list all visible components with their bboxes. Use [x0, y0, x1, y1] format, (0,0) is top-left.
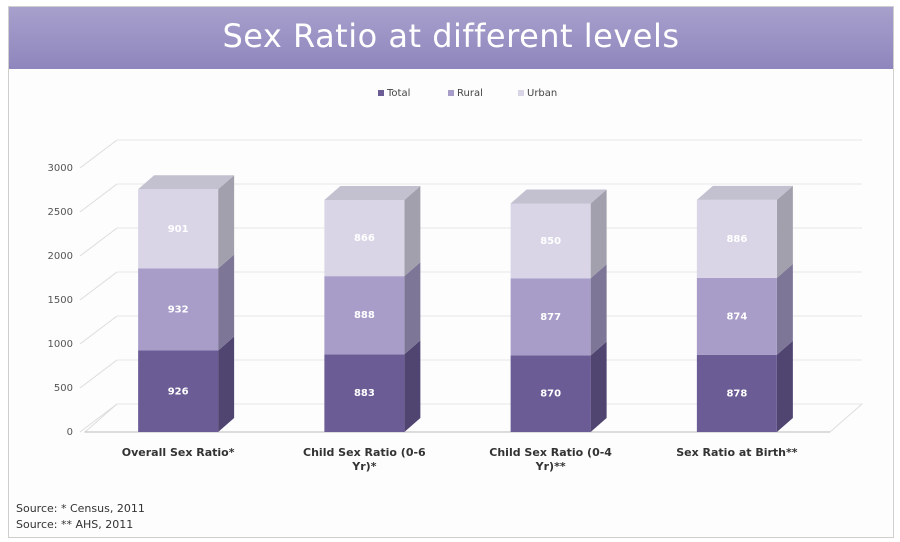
- bar: [510, 203, 591, 279]
- legend-swatch: [378, 90, 384, 96]
- grid-line: [79, 183, 118, 213]
- value-label: 878: [726, 388, 747, 399]
- bar: [324, 276, 405, 355]
- y-tick-label: 0: [67, 427, 73, 438]
- source-note: Source: ** AHS, 2011: [16, 518, 134, 531]
- bar-side: [590, 264, 607, 356]
- bar-top: [138, 175, 235, 190]
- bar-side: [776, 263, 793, 355]
- bar: [138, 268, 219, 351]
- x-tick-label: Overall Sex Ratio*: [121, 446, 235, 459]
- bar-side: [404, 185, 421, 277]
- bar-side: [590, 189, 607, 279]
- value-label: 866: [354, 233, 375, 244]
- grid-line: [79, 315, 118, 345]
- bar-side: [590, 341, 607, 432]
- legend-swatch: [518, 90, 524, 96]
- bar-side: [218, 254, 235, 351]
- value-label: 886: [726, 234, 747, 245]
- bar: [696, 199, 777, 278]
- grid-line: [79, 271, 118, 301]
- y-tick-label: 500: [54, 383, 73, 394]
- bar-side: [218, 336, 235, 432]
- legend-label: Total: [386, 88, 410, 99]
- value-label: 901: [168, 224, 189, 235]
- value-label: 877: [540, 312, 561, 323]
- bar-side: [404, 340, 421, 432]
- chart-title: Sex Ratio at different levels: [222, 17, 680, 55]
- bar-top: [324, 185, 421, 200]
- value-label: 932: [168, 305, 189, 316]
- bar: [696, 277, 777, 355]
- value-label: 926: [168, 386, 189, 397]
- value-label: 870: [540, 389, 561, 400]
- grid-line: [79, 359, 118, 389]
- y-tick-label: 1500: [48, 295, 73, 306]
- y-tick-label: 2500: [48, 207, 73, 218]
- value-label: 888: [354, 310, 375, 321]
- grid-line: [79, 139, 118, 169]
- y-tick-label: 2000: [48, 251, 73, 262]
- bar-side: [776, 185, 793, 278]
- grid-line: [79, 227, 118, 257]
- bar-side: [776, 340, 793, 432]
- bar-side: [218, 175, 235, 269]
- grid-line: [79, 403, 118, 433]
- source-note: Source: * Census, 2011: [16, 502, 145, 515]
- bar: [510, 278, 591, 356]
- legend-swatch: [448, 90, 454, 96]
- value-label: 883: [354, 388, 375, 399]
- bar: [510, 355, 591, 432]
- bar: [324, 354, 405, 432]
- bar-top: [510, 189, 607, 204]
- bar-top: [696, 185, 793, 200]
- bar: [324, 199, 405, 277]
- legend-label: Urban: [527, 88, 557, 99]
- y-tick-label: 3000: [48, 163, 73, 174]
- bar: [138, 350, 219, 432]
- x-tick-label: Sex Ratio at Birth**: [676, 446, 798, 459]
- x-tick-label: Child Sex Ratio (0-4 Yr)**: [489, 446, 612, 473]
- bar: [138, 189, 219, 269]
- title-banner: Sex Ratio at different levels: [9, 7, 893, 69]
- bar-side: [404, 262, 421, 355]
- legend-label: Rural: [457, 88, 483, 99]
- value-label: 850: [540, 236, 561, 247]
- y-tick-label: 1000: [48, 339, 73, 350]
- value-label: 874: [726, 311, 747, 322]
- x-tick-label: Child Sex Ratio (0-6 Yr)*: [303, 446, 426, 473]
- bar: [696, 354, 777, 432]
